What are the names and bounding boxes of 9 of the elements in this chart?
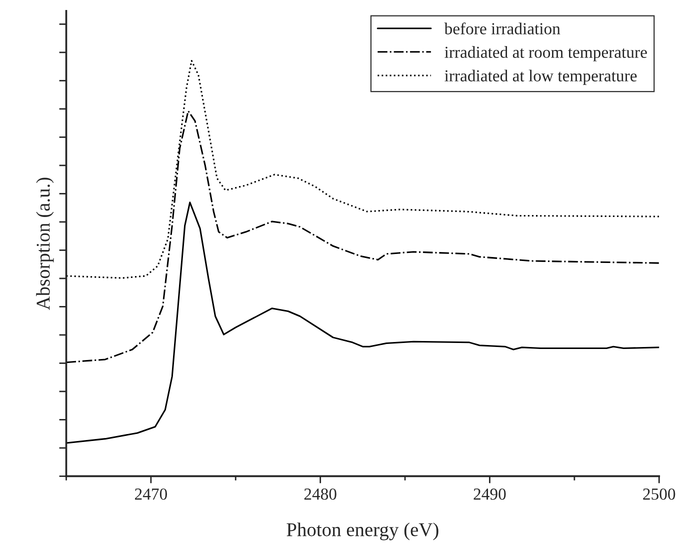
legend-label: irradiated at room temperature xyxy=(444,46,647,62)
x-tick-label: 2470 xyxy=(135,488,167,500)
legend-label: before irradiation xyxy=(444,22,560,34)
x-tick-label: 2500 xyxy=(643,488,676,500)
y-axis-title: Absorption (a.u.) xyxy=(36,178,54,310)
x-tick-label: 2480 xyxy=(304,488,336,500)
x-tick-label: 2490 xyxy=(474,488,506,500)
x-axis-title: Photon energy (eV) xyxy=(286,522,438,540)
legend-label: irradiated at low temperature xyxy=(444,70,637,85)
